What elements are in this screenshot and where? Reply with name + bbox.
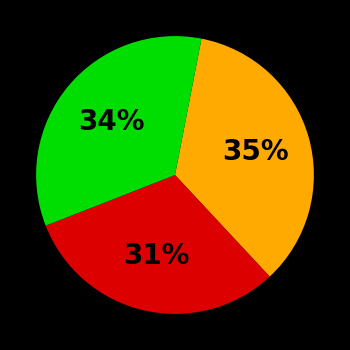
- Wedge shape: [36, 36, 202, 226]
- Wedge shape: [46, 175, 270, 314]
- Text: 34%: 34%: [78, 108, 144, 136]
- Text: 35%: 35%: [222, 138, 288, 166]
- Wedge shape: [175, 38, 314, 276]
- Text: 31%: 31%: [123, 242, 190, 270]
